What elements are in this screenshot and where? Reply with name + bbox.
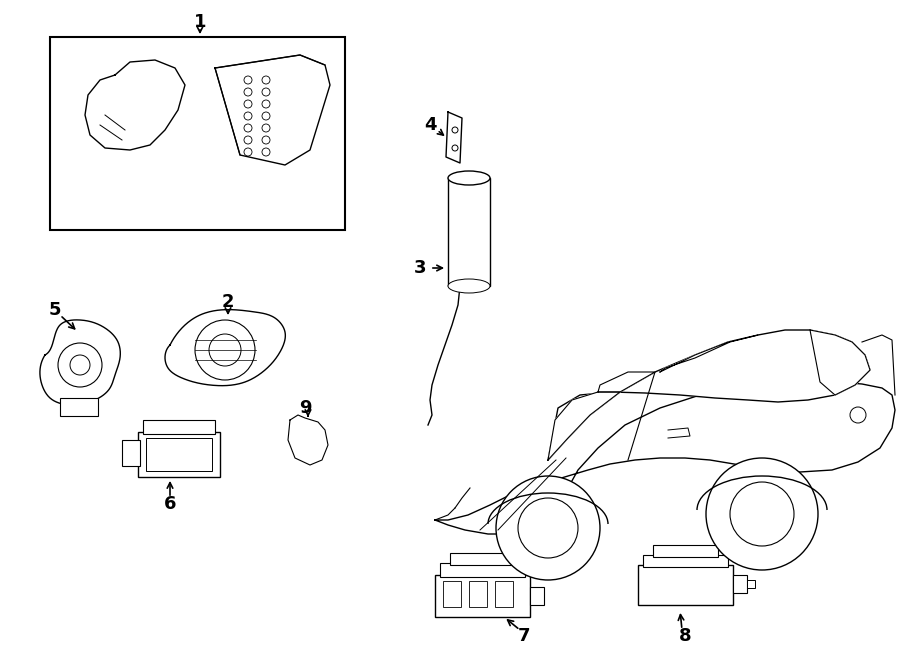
Bar [50, 37, 345, 230]
Text: 9: 9 [299, 399, 311, 417]
Bar [440, 563, 525, 577]
Polygon shape [85, 60, 185, 150]
Bar [143, 420, 215, 434]
Bar [435, 575, 530, 617]
Circle shape [262, 148, 270, 156]
Ellipse shape [448, 279, 490, 293]
Circle shape [452, 145, 458, 151]
Text: 3: 3 [414, 259, 427, 277]
Bar [643, 555, 728, 567]
Circle shape [195, 320, 255, 380]
Polygon shape [435, 381, 895, 534]
Bar [530, 587, 544, 605]
Circle shape [244, 136, 252, 144]
Polygon shape [288, 415, 328, 465]
Circle shape [452, 127, 458, 133]
Text: 4: 4 [424, 116, 436, 134]
Polygon shape [548, 330, 870, 460]
Circle shape [244, 112, 252, 120]
Circle shape [244, 124, 252, 132]
Bar [450, 553, 515, 565]
Circle shape [244, 100, 252, 108]
Polygon shape [165, 309, 285, 385]
Polygon shape [660, 335, 758, 372]
Polygon shape [598, 372, 655, 392]
Ellipse shape [448, 171, 490, 185]
Circle shape [262, 76, 270, 84]
Polygon shape [215, 55, 330, 165]
Circle shape [496, 476, 600, 580]
Circle shape [518, 498, 578, 558]
Text: 1: 1 [194, 13, 206, 31]
Text: 5: 5 [49, 301, 61, 319]
Circle shape [262, 136, 270, 144]
Bar [443, 581, 461, 607]
Circle shape [70, 355, 90, 375]
Bar [469, 581, 487, 607]
Bar [495, 581, 513, 607]
Circle shape [262, 124, 270, 132]
Polygon shape [810, 330, 870, 395]
Circle shape [244, 88, 252, 96]
Text: 2: 2 [221, 293, 234, 311]
Bar [747, 580, 755, 588]
Text: 8: 8 [679, 627, 691, 645]
Bar [733, 575, 747, 593]
Bar [653, 545, 718, 557]
Bar [638, 565, 733, 605]
Bar [60, 398, 98, 416]
Polygon shape [548, 392, 620, 460]
Circle shape [262, 100, 270, 108]
Bar [122, 440, 140, 466]
Circle shape [850, 407, 866, 423]
Polygon shape [40, 320, 121, 405]
Circle shape [730, 482, 794, 546]
Circle shape [262, 88, 270, 96]
Circle shape [209, 334, 241, 366]
Circle shape [244, 76, 252, 84]
Polygon shape [446, 112, 462, 163]
Circle shape [244, 148, 252, 156]
Circle shape [706, 458, 818, 570]
Bar [448, 178, 490, 286]
Circle shape [262, 112, 270, 120]
Text: 6: 6 [164, 495, 176, 513]
Bar [146, 438, 212, 471]
Text: 7: 7 [518, 627, 530, 645]
Bar [138, 432, 220, 477]
Circle shape [58, 343, 102, 387]
